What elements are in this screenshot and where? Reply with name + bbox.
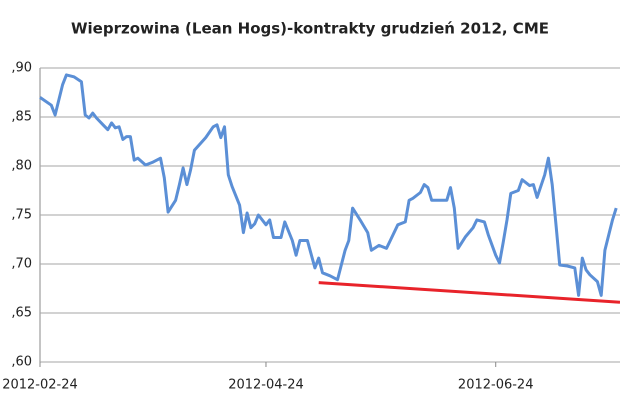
- y-tick-label: ,85: [11, 110, 32, 125]
- y-tick-label: ,60: [11, 355, 32, 370]
- trend-line: [318, 281, 620, 304]
- x-tick-label: 2012-02-24: [2, 378, 78, 393]
- y-tick-label: ,80: [11, 159, 32, 174]
- x-tick-label: 2012-06-24: [458, 378, 534, 393]
- y-tick-label: ,90: [11, 61, 32, 76]
- y-tick-label: ,75: [11, 208, 32, 223]
- chart-title: Wieprzowina (Lean Hogs)-kontrakty grudzi…: [71, 20, 549, 38]
- y-tick-label: ,70: [11, 257, 32, 272]
- price-line: [39, 73, 618, 297]
- x-tick-label: 2012-04-24: [228, 378, 304, 393]
- y-tick-label: ,65: [11, 306, 32, 321]
